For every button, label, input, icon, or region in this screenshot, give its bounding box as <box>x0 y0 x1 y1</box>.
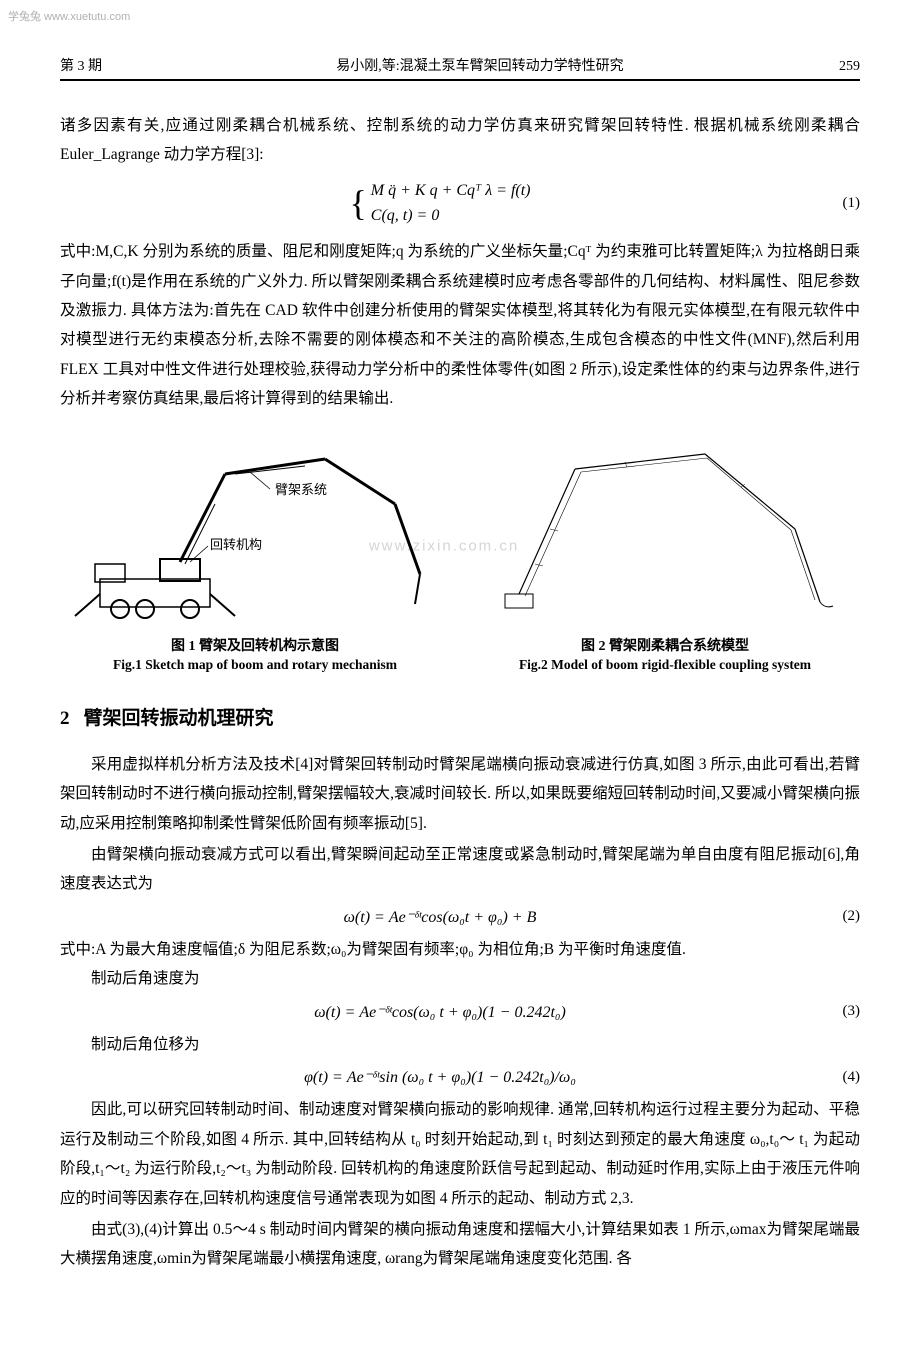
figure-1: 臂架系统 回转机构 图 1 臂架及回转机构示意图 Fig.1 Sketch ma… <box>60 434 450 673</box>
fig1-label-rotary: 回转机构 <box>210 537 262 552</box>
equation-4: φ(t) = Ae⁻ᵟᵗsin (ω₀ t + φ₀)(1 − 0.242t₀)… <box>60 1067 860 1087</box>
paragraph-5: 式中:A 为最大角速度幅值;δ 为阻尼系数;ω₀为臂架固有频率;φ₀ 为相位角;… <box>60 935 860 964</box>
equation-2: ω(t) = Ae⁻ᵟᵗcos(ω₀t + φ₀) + B (2) <box>60 907 860 927</box>
section-2-heading: 2 臂架回转振动机理研究 <box>60 703 860 730</box>
fig1-label-boom: 臂架系统 <box>275 482 327 497</box>
fig2-caption-en: Fig.2 Model of boom rigid-flexible coupl… <box>470 657 860 673</box>
figure-2-svg <box>470 434 860 624</box>
paragraph-2: 式中:M,C,K 分别为系统的质量、阻尼和刚度矩阵;q 为系统的广义坐标矢量;C… <box>60 237 860 414</box>
eq3-expr: ω(t) = Ae⁻ᵟᵗcos(ω₀ t + φ₀)(1 − 0.242t₀) <box>60 1002 820 1022</box>
eq4-number: (4) <box>820 1069 860 1086</box>
figure-1-svg: 臂架系统 回转机构 <box>60 434 450 624</box>
eq2-expr: ω(t) = Ae⁻ᵟᵗcos(ω₀t + φ₀) + B <box>60 907 820 927</box>
figure-2: 图 2 臂架刚柔耦合系统模型 Fig.2 Model of boom rigid… <box>470 434 860 673</box>
section-2-num: 2 <box>60 708 70 730</box>
header-page-number: 259 <box>800 59 860 75</box>
header-issue: 第 3 期 <box>60 55 160 75</box>
figures-row: www.zixin.com.cn <box>60 434 860 673</box>
paragraph-4: 由臂架横向振动衰减方式可以看出,臂架瞬间起动至正常速度或紧急制动时,臂架尾端为单… <box>60 840 860 899</box>
paragraph-6: 制动后角速度为 <box>60 964 860 993</box>
eq1-number: (1) <box>820 195 860 212</box>
paragraph-7: 制动后角位移为 <box>60 1030 860 1059</box>
page-content: 第 3 期 易小刚,等:混凝土泵车臂架回转动力学特性研究 259 诸多因素有关,… <box>0 0 920 1316</box>
fig1-caption-cn: 图 1 臂架及回转机构示意图 <box>60 635 450 655</box>
eq2-number: (2) <box>820 908 860 925</box>
paragraph-3: 采用虚拟样机分析方法及技术[4]对臂架回转制动时臂架尾端横向振动衰减进行仿真,如… <box>60 750 860 838</box>
eq3-number: (3) <box>820 1003 860 1020</box>
paragraph-9: 由式(3),(4)计算出 0.5～4 s 制动时间内臂架的横向振动角速度和摆幅大… <box>60 1215 860 1274</box>
equation-3: ω(t) = Ae⁻ᵟᵗcos(ω₀ t + φ₀)(1 − 0.242t₀) … <box>60 1002 860 1022</box>
eq1-line1: M q̈ + K q + Cqᵀ λ = f(t) <box>371 182 531 199</box>
fig1-caption-en: Fig.1 Sketch map of boom and rotary mech… <box>60 657 450 673</box>
fig2-caption-cn: 图 2 臂架刚柔耦合系统模型 <box>470 635 860 655</box>
paragraph-1: 诸多因素有关,应通过刚柔耦合机械系统、控制系统的动力学仿真来研究臂架回转特性. … <box>60 111 860 170</box>
equation-1: { M q̈ + K q + Cqᵀ λ = f(t) C(q, t) = 0 … <box>60 178 860 229</box>
page-header: 第 3 期 易小刚,等:混凝土泵车臂架回转动力学特性研究 259 <box>60 55 860 81</box>
section-2-title: 臂架回转振动机理研究 <box>84 708 274 729</box>
header-title: 易小刚,等:混凝土泵车臂架回转动力学特性研究 <box>160 55 800 75</box>
eq1-line2: C(q, t) = 0 <box>371 207 440 224</box>
eq4-expr: φ(t) = Ae⁻ᵟᵗsin (ω₀ t + φ₀)(1 − 0.242t₀)… <box>60 1067 820 1087</box>
paragraph-8: 因此,可以研究回转制动时间、制动速度对臂架横向振动的影响规律. 通常,回转机构运… <box>60 1095 860 1213</box>
watermark-top: 学兔兔 www.xuetutu.com <box>8 8 130 24</box>
